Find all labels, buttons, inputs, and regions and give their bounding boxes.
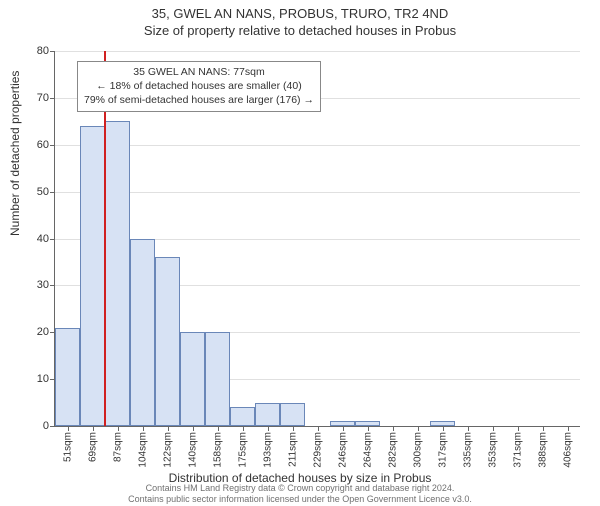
histogram-bar — [205, 332, 230, 426]
ytick-mark — [50, 98, 55, 99]
xtick-mark — [393, 426, 394, 431]
ytick-label: 0 — [43, 420, 49, 432]
xtick-mark — [68, 426, 69, 431]
xtick-mark — [443, 426, 444, 431]
ytick-mark — [50, 285, 55, 286]
ytick-mark — [50, 426, 55, 427]
histogram-bar — [230, 407, 255, 426]
ytick-mark — [50, 239, 55, 240]
xtick-label: 406sqm — [562, 432, 573, 468]
xtick-label: 193sqm — [262, 432, 273, 468]
gridline — [55, 145, 580, 146]
y-axis-label: Number of detached properties — [8, 71, 22, 236]
page-title-line1: 35, GWEL AN NANS, PROBUS, TRURO, TR2 4ND — [0, 6, 600, 21]
ytick-label: 30 — [37, 279, 49, 291]
xtick-label: 158sqm — [212, 432, 223, 468]
xtick-label: 104sqm — [137, 432, 148, 468]
xtick-label: 122sqm — [162, 432, 173, 468]
xtick-mark — [493, 426, 494, 431]
xtick-mark — [168, 426, 169, 431]
annotation-line-2: ← 18% of detached houses are smaller (40… — [84, 79, 314, 93]
xtick-label: 317sqm — [437, 432, 448, 468]
xtick-mark — [543, 426, 544, 431]
chart-plot-area: 0102030405060708051sqm69sqm87sqm104sqm12… — [55, 51, 580, 426]
annotation-box: 35 GWEL AN NANS: 77sqm ← 18% of detached… — [77, 61, 321, 112]
xtick-mark — [368, 426, 369, 431]
xtick-label: 140sqm — [187, 432, 198, 468]
xtick-mark — [343, 426, 344, 431]
xtick-mark — [143, 426, 144, 431]
xtick-label: 353sqm — [487, 432, 498, 468]
xtick-label: 211sqm — [287, 432, 298, 467]
ytick-mark — [50, 192, 55, 193]
ytick-label: 20 — [37, 326, 49, 338]
xtick-label: 264sqm — [362, 432, 373, 468]
ytick-label: 70 — [37, 92, 49, 104]
annotation-line-3: 79% of semi-detached houses are larger (… — [84, 93, 314, 107]
xtick-label: 69sqm — [87, 432, 98, 462]
xtick-mark — [268, 426, 269, 431]
xtick-label: 282sqm — [387, 432, 398, 468]
ytick-mark — [50, 145, 55, 146]
histogram-bar — [55, 328, 80, 426]
xtick-label: 335sqm — [462, 432, 473, 468]
ytick-mark — [50, 332, 55, 333]
histogram-bar — [255, 403, 280, 426]
xtick-mark — [93, 426, 94, 431]
page-title-line2: Size of property relative to detached ho… — [0, 23, 600, 38]
histogram-bar — [130, 239, 155, 427]
histogram-bar — [105, 121, 130, 426]
xtick-label: 51sqm — [62, 432, 73, 462]
gridline — [55, 192, 580, 193]
xtick-mark — [293, 426, 294, 431]
xtick-label: 246sqm — [337, 432, 348, 468]
xtick-label: 229sqm — [312, 432, 323, 468]
ytick-label: 10 — [37, 373, 49, 385]
xtick-label: 175sqm — [237, 432, 248, 468]
footer-attribution: Contains HM Land Registry data © Crown c… — [0, 483, 600, 505]
ytick-label: 50 — [37, 186, 49, 198]
xtick-mark — [118, 426, 119, 431]
histogram-bar — [180, 332, 205, 426]
xtick-label: 388sqm — [537, 432, 548, 468]
xtick-mark — [193, 426, 194, 431]
xtick-label: 300sqm — [412, 432, 423, 468]
xtick-mark — [318, 426, 319, 431]
histogram-bar — [80, 126, 105, 426]
ytick-label: 80 — [37, 45, 49, 57]
ytick-label: 40 — [37, 233, 49, 245]
histogram-bar — [155, 257, 180, 426]
ytick-mark — [50, 379, 55, 380]
annotation-line-1: 35 GWEL AN NANS: 77sqm — [84, 65, 314, 79]
xtick-mark — [468, 426, 469, 431]
xtick-mark — [218, 426, 219, 431]
xtick-mark — [243, 426, 244, 431]
ytick-mark — [50, 51, 55, 52]
xtick-label: 371sqm — [512, 432, 523, 468]
xtick-mark — [568, 426, 569, 431]
xtick-label: 87sqm — [112, 432, 123, 462]
footer-line-1: Contains HM Land Registry data © Crown c… — [0, 483, 600, 494]
xtick-mark — [518, 426, 519, 431]
histogram-bar — [280, 403, 305, 426]
xtick-mark — [418, 426, 419, 431]
gridline — [55, 51, 580, 52]
ytick-label: 60 — [37, 139, 49, 151]
